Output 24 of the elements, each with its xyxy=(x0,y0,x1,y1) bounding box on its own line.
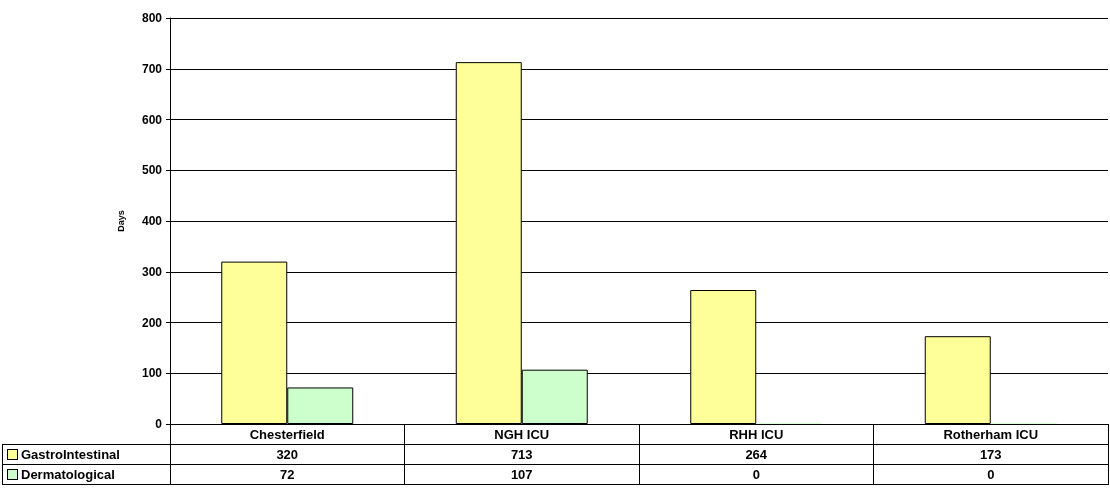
y-tick-label: 100 xyxy=(141,366,163,381)
data-label: 713 xyxy=(404,444,639,465)
y-tick-label: 800 xyxy=(141,11,163,25)
data-label: 72 xyxy=(170,464,405,485)
y-tick-label: 400 xyxy=(141,214,163,228)
x-tick-label: NGH ICU xyxy=(404,424,639,445)
y-tick-label: 700 xyxy=(141,61,163,76)
data-label: 320 xyxy=(170,444,405,465)
data-label: 264 xyxy=(639,444,874,465)
x-tick-label: Rotherham ICU xyxy=(873,424,1108,445)
y-axis-title: Days xyxy=(115,210,126,232)
legend-label: GastroIntestinal xyxy=(2,444,170,465)
legend-label: Dermatological xyxy=(2,464,170,485)
data-label: 107 xyxy=(404,464,639,485)
data-label: 0 xyxy=(873,464,1108,485)
y-tick-label: 500 xyxy=(141,163,163,178)
x-tick-label: Chesterfield xyxy=(170,424,405,445)
data-label: 0 xyxy=(639,464,874,485)
y-tick-label: 0 xyxy=(155,417,163,431)
data-label: 173 xyxy=(873,444,1108,465)
y-tick-label: 200 xyxy=(141,315,163,330)
x-tick-label: RHH ICU xyxy=(639,424,874,445)
y-tick-label: 600 xyxy=(141,112,163,127)
y-tick-label: 300 xyxy=(141,264,163,279)
